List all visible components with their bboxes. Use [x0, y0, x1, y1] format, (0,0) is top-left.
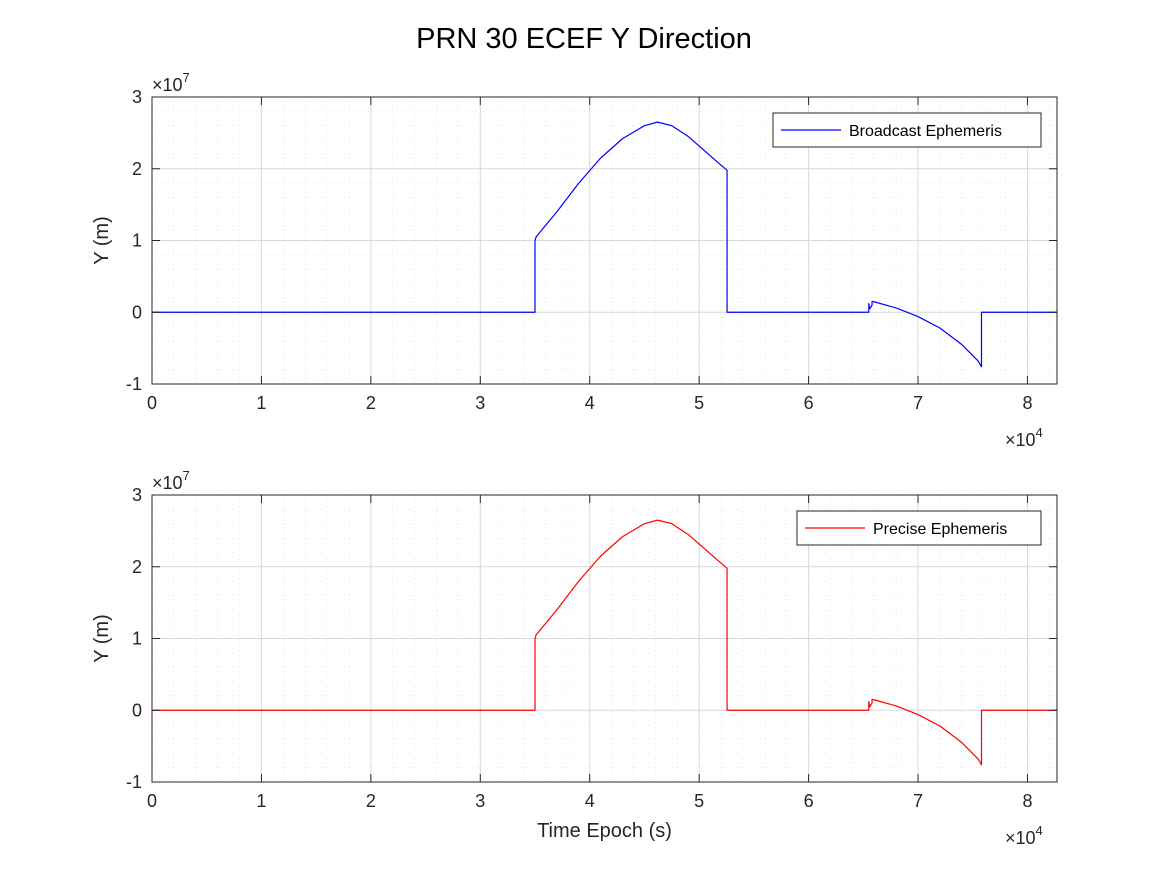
chart-0-y-tick-label-0: 0: [132, 302, 142, 322]
chart-1-y-tick-label--1: -1: [126, 772, 142, 792]
chart-1-x-exponent: ×104: [1005, 823, 1043, 848]
chart-0-y-tick-label-2: 2: [132, 159, 142, 179]
chart-1-y-tick-label-3: 3: [132, 485, 142, 505]
chart-1-legend-label-0: Precise Ephemeris: [873, 521, 1007, 538]
chart-0-x-tick-label-7: 7: [913, 393, 923, 413]
figure-title: PRN 30 ECEF Y Direction: [416, 23, 752, 55]
chart-1-x-tick-label-1: 1: [256, 791, 266, 811]
chart-1-x-tick-label-5: 5: [694, 791, 704, 811]
chart-0-series-0-line: [152, 121, 1057, 368]
chart-0-legend: Broadcast Ephemeris: [772, 112, 1042, 148]
chart-0-x-tick-label-2: 2: [366, 393, 376, 413]
chart-1-x-axis-label: Time Epoch (s): [537, 820, 672, 842]
chart-1-x-tick-label-7: 7: [913, 791, 923, 811]
chart-0-y-axis-label: Y (m): [91, 216, 113, 265]
chart-0-y-tick-label--1: -1: [126, 374, 142, 394]
chart-0-y-exponent: ×107: [152, 70, 190, 95]
chart-0-y-tick-label-3: 3: [132, 87, 142, 107]
chart-0-x-tick-label-1: 1: [256, 393, 266, 413]
chart-1-series-0-line: [152, 519, 1057, 766]
chart-0-y-tick-label-1: 1: [132, 231, 142, 251]
chart-1-x-tick-label-6: 6: [804, 791, 814, 811]
chart-0-x-tick-label-4: 4: [585, 393, 595, 413]
chart-0-x-tick-label-6: 6: [804, 393, 814, 413]
chart-0-x-tick-label-5: 5: [694, 393, 704, 413]
chart-1-legend: Precise Ephemeris: [796, 510, 1042, 546]
chart-1-y-tick-label-0: 0: [132, 700, 142, 720]
chart-1-x-tick-label-0: 0: [147, 791, 157, 811]
chart-1-y-exponent: ×107: [152, 468, 190, 493]
chart-1-x-tick-label-2: 2: [366, 791, 376, 811]
chart-0-legend-label-0: Broadcast Ephemeris: [849, 123, 1002, 140]
chart-0-x-exponent: ×104: [1005, 425, 1043, 450]
chart-1-y-tick-label-2: 2: [132, 557, 142, 577]
chart-0-x-tick-label-8: 8: [1022, 393, 1032, 413]
chart-1-x-tick-label-8: 8: [1022, 791, 1032, 811]
chart-1-y-tick-label-1: 1: [132, 629, 142, 649]
chart-1-x-tick-label-4: 4: [585, 791, 595, 811]
chart-1-x-tick-label-3: 3: [475, 791, 485, 811]
chart-0-x-tick-label-0: 0: [147, 393, 157, 413]
chart-1-y-axis-label: Y (m): [91, 614, 113, 663]
chart-0-x-tick-label-3: 3: [475, 393, 485, 413]
